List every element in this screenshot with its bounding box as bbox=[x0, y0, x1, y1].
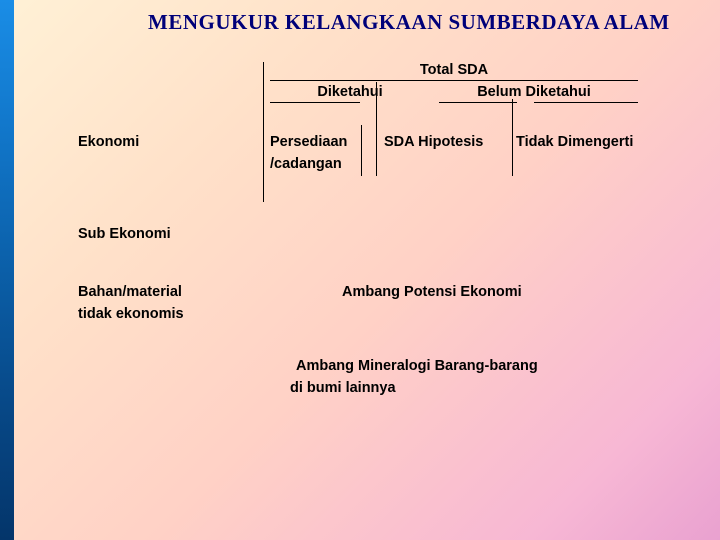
unknown-underline-b bbox=[534, 102, 638, 103]
row-ambang-pe: Ambang Potensi Ekonomi bbox=[342, 284, 522, 300]
header-unknown-label: Belum Diketahui bbox=[477, 84, 591, 100]
cell-tidak-dimengerti: Tidak Dimengerti bbox=[516, 134, 656, 150]
header-underline bbox=[270, 80, 638, 81]
left-accent-bar bbox=[0, 0, 14, 540]
cell-persediaan: Persediaan bbox=[270, 134, 370, 150]
row-bahan-1: Bahan/material bbox=[78, 284, 182, 300]
row-sub-ekonomi: Sub Ekonomi bbox=[78, 226, 171, 242]
cell-hipotesis: SDA Hipotesis bbox=[384, 134, 514, 150]
row-ekonomi-label: Ekonomi bbox=[78, 134, 178, 150]
cell-cadangan: /cadangan bbox=[270, 156, 370, 172]
header-known-label: Diketahui bbox=[317, 84, 382, 100]
header-total-label: Total SDA bbox=[270, 62, 638, 80]
vline-c bbox=[376, 82, 377, 176]
row-ambang-min-1: Ambang Mineralogi Barang-barang bbox=[296, 358, 538, 374]
slide-title: MENGUKUR KELANGKAAN SUMBERDAYA ALAM bbox=[148, 10, 670, 35]
vline-a bbox=[263, 62, 264, 202]
known-underline bbox=[270, 102, 360, 103]
row-ambang-min-2: di bumi lainnya bbox=[290, 380, 396, 396]
header-known: Diketahui bbox=[270, 84, 430, 100]
header-unknown: Belum Diketahui bbox=[430, 84, 638, 100]
row-bahan-2: tidak ekonomis bbox=[78, 306, 184, 322]
unknown-underline-a bbox=[439, 102, 517, 103]
header-total: Total SDA bbox=[270, 62, 638, 80]
